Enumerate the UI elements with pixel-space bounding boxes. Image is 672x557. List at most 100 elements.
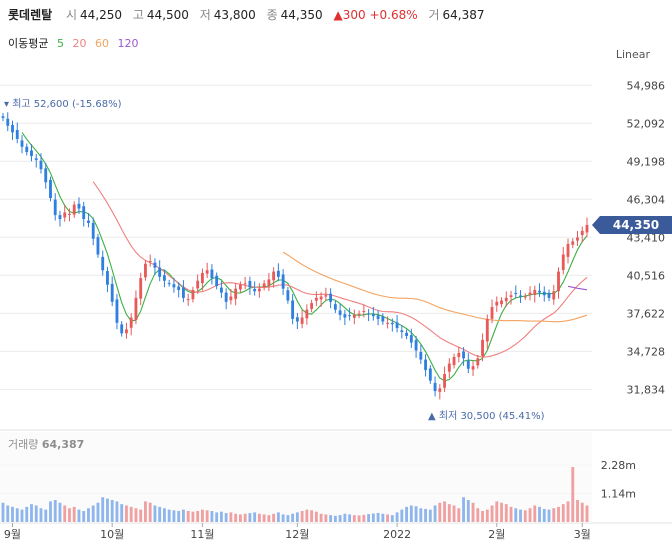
- volume-bar: [566, 501, 570, 522]
- candle-body: [471, 366, 475, 370]
- candle-body: [533, 289, 537, 295]
- ma-20-line: [92, 181, 588, 358]
- candle-body: [514, 292, 518, 294]
- candle-body: [153, 262, 157, 268]
- candle-body: [362, 310, 366, 313]
- candle-body: [329, 293, 333, 302]
- candle-body: [542, 291, 546, 296]
- ma-20: 20: [72, 37, 87, 50]
- candle-body: [433, 382, 437, 392]
- volume-bar: [352, 515, 356, 522]
- volume-value: 64,387: [442, 8, 485, 22]
- change-pct: +0.68%: [369, 8, 418, 22]
- volume-bar: [72, 506, 76, 522]
- candle-body: [528, 292, 532, 295]
- candle-body: [49, 179, 52, 199]
- volume-bar: [257, 513, 261, 522]
- volume-bar: [314, 511, 318, 522]
- candle-body: [443, 374, 446, 388]
- volume-bar: [262, 514, 266, 522]
- y-tick-label: 31,834: [627, 383, 666, 396]
- volume-bar: [362, 514, 366, 522]
- candle-body: [324, 295, 328, 297]
- candle-body: [34, 158, 38, 160]
- x-tick-label: 3월: [574, 528, 591, 541]
- volume-bar: [63, 505, 67, 522]
- volume-bar: [466, 500, 470, 522]
- volume-bar: [533, 505, 537, 522]
- candle-body: [457, 353, 461, 357]
- volume-bar: [443, 501, 446, 522]
- candle-body: [148, 261, 152, 263]
- volume-bar: [219, 511, 223, 522]
- volume-bar: [319, 513, 323, 522]
- close-value: 44,350: [280, 8, 323, 22]
- candle-body: [509, 295, 513, 298]
- volume-bar: [438, 502, 442, 522]
- y-tick-label: 54,986: [627, 79, 666, 92]
- close-label: 종: [266, 8, 278, 22]
- candle-body: [557, 271, 560, 292]
- candle-body: [305, 309, 309, 319]
- candle-body: [481, 339, 484, 356]
- volume-bar: [106, 498, 109, 522]
- volume-bar: [333, 515, 337, 522]
- candle-body: [210, 269, 214, 279]
- candle-body: [267, 279, 271, 286]
- candle-body: [386, 322, 390, 324]
- volume-bar: [172, 510, 176, 522]
- candle-body: [219, 287, 223, 293]
- candle-body: [196, 280, 200, 289]
- volume-bar: [177, 511, 181, 522]
- candle-body: [310, 303, 314, 309]
- volume-bar: [91, 505, 95, 522]
- volume-bar: [490, 505, 494, 522]
- candle-body: [343, 314, 347, 318]
- volume-bar: [134, 508, 138, 522]
- volume-bar: [343, 513, 347, 522]
- moving-average-legend: 이동평균 5 20 60 120: [8, 35, 143, 51]
- candle-body: [229, 296, 233, 301]
- candle-body: [576, 237, 579, 241]
- volume-tick-label: 1.14m: [601, 488, 636, 501]
- volume-bar: [53, 500, 57, 522]
- scale-selector[interactable]: Linear: [615, 48, 650, 61]
- ma-5: 5: [56, 37, 64, 50]
- candle-body: [91, 222, 95, 239]
- volume-label: 거: [428, 8, 440, 22]
- candle-body: [452, 356, 456, 366]
- volume-bar: [338, 515, 342, 522]
- ma-120-line: [567, 285, 588, 291]
- ma-60: 60: [94, 37, 109, 50]
- volume-bar: [419, 508, 423, 522]
- candle-body: [552, 291, 556, 300]
- volume-bar: [238, 514, 242, 522]
- y-tick-label: 34,728: [627, 345, 666, 358]
- candle-body: [428, 368, 432, 381]
- candle-body: [281, 274, 285, 289]
- open-label: 시: [66, 8, 78, 22]
- candle-body: [476, 358, 480, 366]
- y-tick-label: 52,092: [627, 117, 666, 130]
- candle-body: [234, 288, 238, 299]
- volume-bar: [585, 505, 589, 522]
- volume-bar: [519, 509, 522, 522]
- volume-bar: [348, 514, 352, 522]
- candle-body: [500, 300, 503, 305]
- volume-bar: [15, 508, 19, 522]
- low-annotation: ▲ 최저 30,500 (45.41%): [428, 410, 545, 422]
- stock-name: 롯데렌탈: [8, 8, 53, 22]
- candle-body: [276, 270, 280, 277]
- candle-body: [547, 292, 551, 298]
- candle-body: [158, 267, 162, 277]
- volume-bar: [229, 512, 233, 522]
- volume-bar: [253, 512, 257, 522]
- volume-bar: [381, 513, 385, 522]
- volume-bar: [580, 502, 584, 522]
- candle-body: [205, 270, 209, 274]
- candle-body: [333, 304, 337, 310]
- candle-body: [44, 168, 48, 183]
- volume-bar: [153, 505, 157, 522]
- candle-body: [139, 278, 143, 299]
